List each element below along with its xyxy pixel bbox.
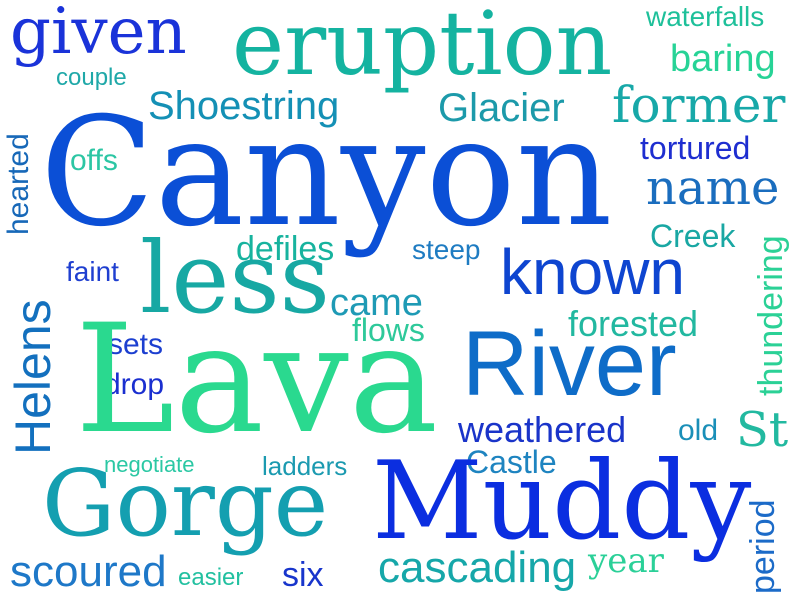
word-lava: Lava — [75, 293, 439, 467]
word-sets: sets — [108, 328, 164, 361]
word-hearted: hearted — [2, 133, 35, 235]
word-tortured: tortured — [640, 130, 751, 166]
word-year: year — [588, 541, 664, 581]
word-baring: baring — [670, 38, 776, 80]
word-scoured: scoured — [10, 547, 167, 596]
word-glacier: Glacier — [438, 86, 565, 130]
word-couple: couple — [56, 64, 127, 91]
word-old: old — [678, 414, 719, 447]
word-defiles: defiles — [236, 230, 335, 268]
word-river: River — [462, 313, 677, 415]
word-gorge: Gorge — [42, 450, 329, 557]
word-helens: Helens — [5, 299, 61, 455]
word-less: less — [140, 222, 330, 336]
word-ladders: ladders — [262, 451, 348, 481]
word-creek: Creek — [650, 218, 736, 254]
word-drop: drop — [104, 368, 165, 401]
word-waterfalls: waterfalls — [646, 1, 765, 32]
word-period: period — [744, 499, 782, 594]
word-shoestring: Shoestring — [148, 84, 340, 128]
word-canyon: Canyon — [40, 86, 613, 260]
word-cascading: cascading — [378, 543, 577, 592]
word-known: known — [500, 236, 685, 308]
word-eruption: eruption — [232, 0, 613, 95]
word-st: St — [736, 402, 789, 458]
word-former: former — [612, 76, 786, 134]
word-steep: steep — [412, 234, 481, 265]
word-flows: flows — [352, 312, 425, 348]
word-faint: faint — [66, 256, 119, 287]
word-castle: Castle — [466, 444, 557, 480]
word-offs: offs — [70, 144, 118, 177]
word-thundering: thundering — [752, 235, 790, 396]
word-forested: forested — [568, 303, 699, 344]
word-name: name — [646, 160, 780, 216]
word-weathered: weathered — [458, 409, 627, 450]
word-easier: easier — [178, 564, 244, 591]
word-given: given — [10, 0, 187, 69]
word-came: came — [330, 282, 423, 324]
word-muddy: Muddy — [372, 439, 752, 564]
word-six: six — [282, 556, 324, 594]
word-negotiate: negotiate — [104, 452, 195, 477]
